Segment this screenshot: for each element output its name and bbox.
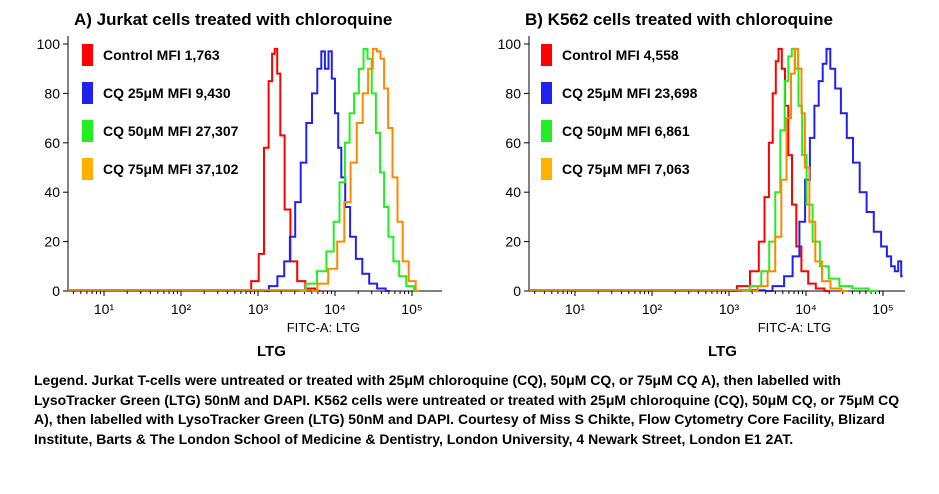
x-tick-label: 10³ [719, 301, 740, 317]
x-axis-title: FITC-A: LTG [287, 320, 360, 335]
y-tick-label: 40 [505, 184, 521, 200]
legend-label-4: CQ 75μM MFI 7,063 [562, 161, 690, 177]
y-tick-label: 80 [505, 85, 521, 101]
x-tick-label: 10¹ [94, 301, 115, 317]
legend-label-4: CQ 75μM MFI 37,102 [103, 161, 239, 177]
legend-label-3: CQ 50μM MFI 6,861 [562, 123, 690, 139]
series-line-1 [729, 47, 830, 292]
legend-label-1: Control MFI 1,763 [103, 47, 220, 63]
legend-swatch-2 [541, 82, 552, 104]
series-line-4 [752, 47, 848, 292]
legend-label-3: CQ 50μM MFI 27,307 [103, 123, 239, 139]
x-axis-title: FITC-A: LTG [758, 320, 831, 335]
y-tick-label: 20 [505, 234, 521, 250]
y-tick-label: 100 [37, 36, 61, 52]
legend-swatch-3 [541, 120, 552, 142]
legend-label-2: CQ 25μM MFI 9,430 [103, 85, 231, 101]
series-line-3 [299, 47, 419, 292]
x-tick-label: 10³ [248, 301, 269, 317]
panel-a: A) Jurkat cells treated with chloroquine… [0, 0, 470, 370]
figure-caption: Legend. Jurkat T-cells were untreated or… [34, 372, 900, 447]
legend-swatch-2 [82, 82, 93, 104]
y-tick-label: 40 [44, 184, 60, 200]
legend-swatch-4 [82, 158, 93, 180]
panel-a-title: A) Jurkat cells treated with chloroquine [74, 10, 393, 29]
x-tick-label: 10⁴ [324, 301, 346, 317]
panel-a-below-label: LTG [257, 343, 286, 360]
x-tick-label: 10² [171, 301, 192, 317]
y-tick-label: 0 [52, 283, 60, 299]
series-line-2 [264, 50, 391, 292]
x-tick-label: 10¹ [565, 301, 586, 317]
x-tick-label: 10⁴ [795, 301, 817, 317]
legend-label-2: CQ 25μM MFI 23,698 [562, 85, 698, 101]
y-tick-label: 20 [44, 234, 60, 250]
y-tick-label: 100 [498, 36, 522, 52]
chart-a: 0 20 40 60 80 100 10¹ 10² 10³ 10⁴ 10⁵ FITC-A: LTG Co… [37, 36, 442, 335]
x-tick-label: 10⁵ [872, 301, 893, 317]
series-line-2 [765, 47, 903, 292]
y-tick-label: 80 [44, 85, 60, 101]
y-tick-label: 60 [505, 135, 521, 151]
series-line-4 [311, 47, 420, 292]
series-line-3 [742, 47, 878, 292]
legend-swatch-1 [541, 44, 552, 66]
panel-b-title: B) K562 cells treated with chloroquine [525, 10, 833, 29]
legend-label-1: Control MFI 4,558 [562, 47, 679, 63]
y-tick-label: 0 [513, 283, 521, 299]
panel-b-below-label: LTG [708, 343, 737, 360]
series-line-1 [246, 47, 321, 292]
x-tick-label: 10² [642, 301, 663, 317]
legend-swatch-3 [82, 120, 93, 142]
y-tick-label: 60 [44, 135, 60, 151]
legend-swatch-1 [82, 44, 93, 66]
panel-b: B) K562 cells treated with chloroquine 0… [470, 0, 939, 370]
legend-swatch-4 [541, 158, 552, 180]
chart-b: 0 20 40 60 80 100 10¹ 10² 10³ 10⁴ 10⁵ FITC-A: LTG Co… [498, 36, 905, 335]
x-tick-label: 10⁵ [401, 301, 422, 317]
